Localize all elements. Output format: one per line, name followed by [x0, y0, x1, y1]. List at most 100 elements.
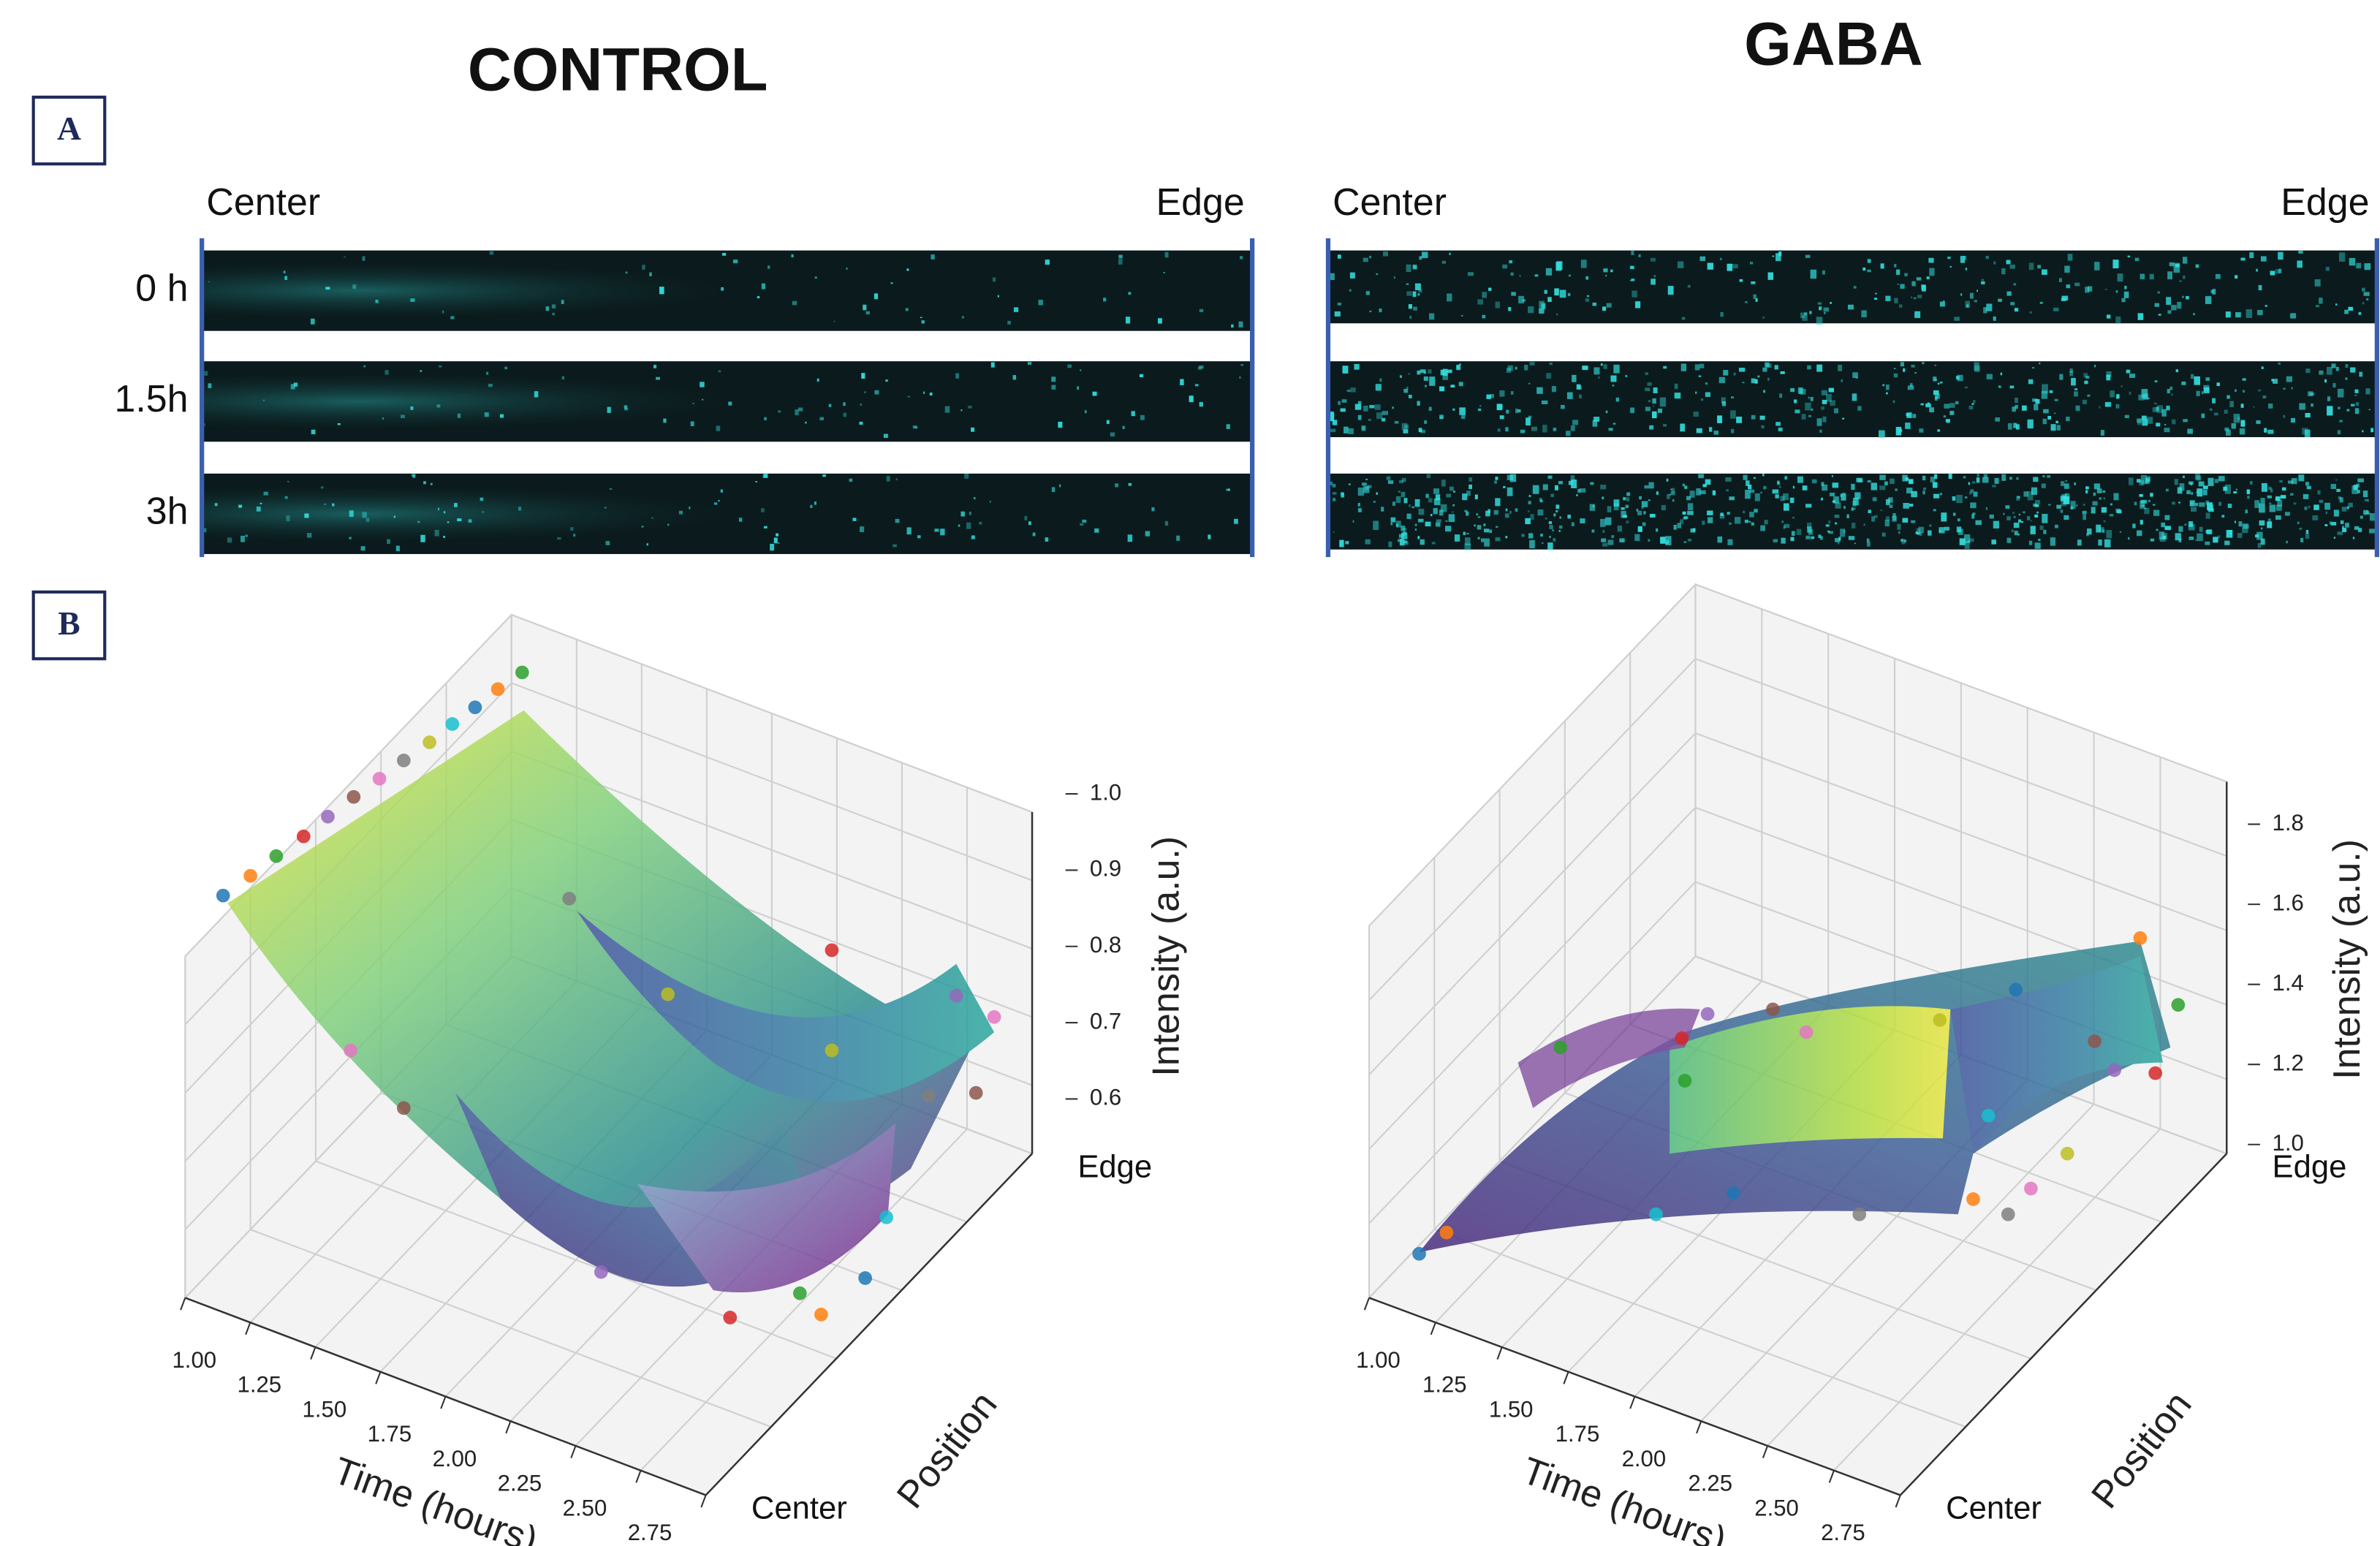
speckle	[1759, 415, 1765, 420]
speckle	[906, 527, 912, 535]
speckle	[2128, 537, 2130, 540]
speckle	[1539, 300, 1545, 308]
speckle	[2189, 500, 2195, 507]
speckle	[1374, 404, 1381, 410]
speckle	[2275, 504, 2282, 511]
speckle	[860, 526, 865, 533]
speckle	[2016, 477, 2019, 480]
speckle	[417, 520, 420, 523]
speckle	[2259, 520, 2265, 526]
speckle	[2106, 374, 2111, 381]
speckle	[1638, 254, 1641, 257]
speckle	[1486, 394, 1492, 399]
speckle	[1911, 520, 1916, 523]
speckle	[1667, 286, 1674, 295]
speckle	[1713, 431, 1719, 435]
speckle	[1934, 364, 1937, 366]
speckle	[2150, 538, 2155, 542]
speckle	[2134, 501, 2137, 506]
speckle	[1084, 410, 1087, 414]
speckle	[1671, 488, 1675, 492]
speckle	[2362, 302, 2365, 305]
speckle	[1796, 528, 1802, 535]
speckle	[1899, 304, 1903, 308]
speckle	[2106, 529, 2112, 539]
speckle	[2240, 420, 2246, 427]
speckle	[2085, 490, 2088, 492]
speckle	[1971, 514, 1975, 519]
speckle	[1672, 499, 1675, 502]
speckle	[1774, 365, 1778, 370]
speckle	[1765, 363, 1772, 368]
speckle	[2098, 539, 2102, 546]
speckle	[958, 524, 960, 527]
speckle	[1479, 405, 1482, 407]
speckle	[1970, 502, 1977, 509]
speckle	[1914, 372, 1917, 374]
speckle	[1554, 485, 1558, 490]
speckle	[641, 526, 644, 528]
speckle	[1886, 392, 1888, 395]
speckle	[1394, 420, 1399, 424]
speckle	[1567, 515, 1571, 519]
scatter-dot	[445, 717, 460, 731]
speckle	[1461, 407, 1464, 412]
speckle	[1330, 411, 1334, 414]
speckle	[1663, 424, 1667, 427]
speckle	[1467, 272, 1474, 276]
speckle	[1792, 485, 1795, 489]
speckle	[1024, 515, 1028, 520]
speckle	[2144, 507, 2147, 509]
speckle	[1545, 518, 1547, 520]
speckle	[1528, 306, 1534, 314]
speckle	[1867, 480, 1871, 483]
speckle	[2226, 429, 2231, 436]
speckle	[311, 429, 316, 435]
speckle	[1911, 365, 1915, 368]
speckle	[1972, 400, 1976, 403]
speckle	[2348, 502, 2353, 508]
speckle	[1777, 480, 1780, 485]
speckle	[1428, 369, 1432, 374]
speckle	[1900, 362, 1905, 367]
x-tick-label: 1.25	[238, 1372, 282, 1398]
speckle	[1411, 506, 1414, 509]
speckle	[2311, 403, 2313, 407]
panel-label-b: B	[31, 590, 107, 661]
speckle	[1418, 289, 1422, 293]
speckle	[1819, 536, 1823, 540]
speckle	[1418, 518, 1424, 523]
speckle	[2348, 306, 2354, 311]
speckle	[1477, 537, 1480, 539]
speckle	[2338, 406, 2341, 409]
speckle	[689, 507, 691, 509]
speckle	[2009, 385, 2015, 389]
speckle	[1823, 307, 1830, 312]
speckle	[1439, 509, 1444, 516]
tick-mark	[1696, 1420, 1702, 1434]
speckle	[1625, 375, 1628, 377]
speckle	[1606, 303, 1612, 308]
speckle	[2099, 527, 2104, 533]
speckle	[1751, 522, 1754, 526]
speckle	[1827, 530, 1830, 533]
speckle	[2028, 540, 2033, 545]
speckle	[2199, 502, 2205, 507]
speckle	[1677, 523, 1682, 528]
speckle	[2104, 539, 2111, 547]
speckle	[1687, 284, 1691, 288]
speckle	[1772, 489, 1779, 494]
speckle	[1833, 408, 1839, 414]
speckle	[1045, 259, 1050, 265]
speckle	[2368, 512, 2370, 515]
speckle	[2205, 296, 2212, 304]
speckle	[1822, 416, 1827, 423]
speckle	[1992, 485, 1996, 488]
speckle	[1334, 311, 1341, 317]
row-label: 3h	[146, 490, 189, 533]
speckle	[2093, 483, 2101, 490]
speckle	[1643, 511, 1646, 515]
speckle	[1549, 525, 1553, 529]
speckle	[1474, 494, 1478, 500]
speckle	[1390, 517, 1396, 523]
